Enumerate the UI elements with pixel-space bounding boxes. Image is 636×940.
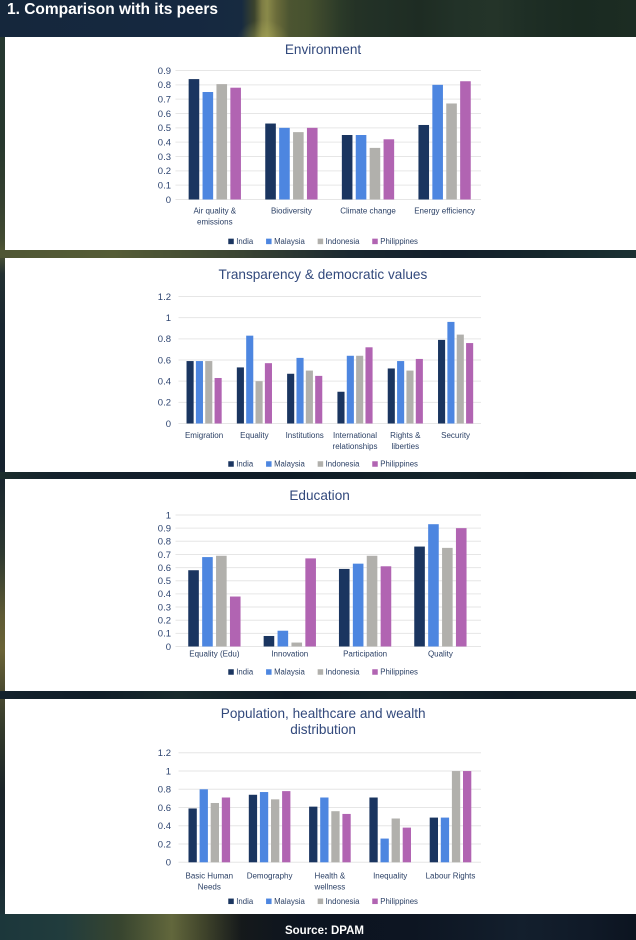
svg-text:0.2: 0.2 — [158, 616, 171, 627]
svg-text:1: 1 — [166, 313, 171, 324]
svg-text:1.2: 1.2 — [158, 748, 171, 759]
svg-text:0: 0 — [166, 419, 171, 430]
svg-text:0.6: 0.6 — [158, 563, 171, 574]
svg-text:0.9: 0.9 — [158, 523, 171, 534]
svg-text:0.1: 0.1 — [158, 180, 171, 191]
svg-text:Philippines: Philippines — [380, 668, 418, 677]
svg-text:India: India — [236, 237, 254, 246]
svg-text:relationships: relationships — [333, 442, 378, 451]
svg-text:Indonesia: Indonesia — [326, 237, 360, 246]
svg-text:Basic Human: Basic Human — [186, 872, 234, 881]
svg-text:liberties: liberties — [392, 442, 420, 451]
svg-text:0: 0 — [166, 195, 171, 206]
svg-text:0.7: 0.7 — [158, 94, 171, 105]
svg-text:Biodiversity: Biodiversity — [271, 206, 312, 215]
svg-text:Malaysia: Malaysia — [274, 460, 305, 469]
svg-text:Rights &: Rights & — [390, 431, 421, 440]
svg-text:Emigration: Emigration — [185, 431, 223, 440]
svg-text:Innovation: Innovation — [271, 650, 308, 659]
svg-text:0.3: 0.3 — [158, 152, 171, 163]
svg-text:Air quality &: Air quality & — [193, 206, 236, 215]
svg-text:Philippines: Philippines — [380, 237, 418, 246]
svg-text:0.5: 0.5 — [158, 123, 171, 134]
svg-text:0.2: 0.2 — [158, 839, 171, 850]
svg-text:Institutions: Institutions — [286, 431, 324, 440]
svg-text:0.4: 0.4 — [158, 137, 171, 148]
svg-text:0.4: 0.4 — [158, 376, 171, 387]
svg-text:International: International — [333, 431, 377, 440]
svg-text:Malaysia: Malaysia — [274, 668, 305, 677]
svg-text:0.6: 0.6 — [158, 803, 171, 814]
svg-text:Demography: Demography — [247, 872, 293, 881]
svg-text:Transparency & democratic valu: Transparency & democratic values — [219, 267, 428, 282]
svg-text:emissions: emissions — [197, 217, 233, 226]
svg-text:India: India — [236, 668, 254, 677]
svg-text:Equality (Edu): Equality (Edu) — [189, 650, 240, 659]
svg-text:Indonesia: Indonesia — [326, 897, 360, 906]
svg-text:Philippines: Philippines — [380, 897, 418, 906]
svg-text:India: India — [236, 460, 254, 469]
svg-text:Indonesia: Indonesia — [326, 460, 360, 469]
svg-text:0.2: 0.2 — [158, 398, 171, 409]
svg-text:Climate change: Climate change — [340, 206, 396, 215]
svg-text:Equality: Equality — [240, 431, 268, 440]
svg-text:0.8: 0.8 — [158, 80, 171, 91]
svg-text:0.5: 0.5 — [158, 576, 171, 587]
svg-text:Population, healthcare and wea: Population, healthcare and wealth — [221, 706, 426, 721]
svg-text:0.8: 0.8 — [158, 537, 171, 548]
svg-text:0.4: 0.4 — [158, 589, 171, 600]
svg-text:Philippines: Philippines — [380, 460, 418, 469]
svg-text:Energy efficiency: Energy efficiency — [414, 206, 475, 215]
svg-text:Indonesia: Indonesia — [326, 668, 360, 677]
svg-text:0.3: 0.3 — [158, 602, 171, 613]
svg-text:Participation: Participation — [343, 650, 387, 659]
svg-text:0.6: 0.6 — [158, 355, 171, 366]
svg-text:Security: Security — [441, 431, 470, 440]
svg-text:Inequality: Inequality — [373, 872, 407, 881]
svg-text:Malaysia: Malaysia — [274, 237, 305, 246]
svg-text:0.4: 0.4 — [158, 821, 171, 832]
svg-text:1: 1 — [166, 510, 171, 521]
svg-text:Education: Education — [289, 488, 349, 503]
svg-text:0.7: 0.7 — [158, 550, 171, 561]
svg-text:Needs: Needs — [198, 883, 221, 892]
svg-text:0.8: 0.8 — [158, 334, 171, 345]
svg-text:Environment: Environment — [285, 42, 362, 57]
svg-text:distribution: distribution — [290, 722, 356, 737]
svg-text:1: 1 — [166, 766, 171, 777]
svg-text:0.6: 0.6 — [158, 109, 171, 120]
svg-text:0.8: 0.8 — [158, 785, 171, 796]
svg-text:Malaysia: Malaysia — [274, 897, 305, 906]
svg-text:0: 0 — [166, 642, 171, 653]
svg-text:Quality: Quality — [428, 650, 453, 659]
svg-text:0.9: 0.9 — [158, 66, 171, 77]
svg-text:0: 0 — [166, 858, 171, 869]
svg-text:Health &: Health & — [315, 872, 346, 881]
svg-text:wellness: wellness — [314, 883, 346, 892]
svg-text:0.2: 0.2 — [158, 166, 171, 177]
svg-text:Labour Rights: Labour Rights — [426, 872, 476, 881]
svg-text:0.1: 0.1 — [158, 629, 171, 640]
svg-text:1.2: 1.2 — [158, 292, 171, 303]
svg-text:India: India — [236, 897, 254, 906]
